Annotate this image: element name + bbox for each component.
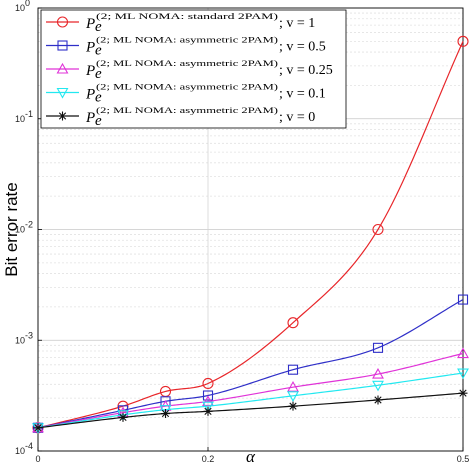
data-point — [118, 412, 128, 422]
series-4 — [33, 388, 468, 433]
data-point — [458, 388, 468, 398]
data-point — [287, 364, 299, 375]
data-point — [203, 406, 213, 416]
series-2 — [32, 347, 469, 433]
data-point — [288, 401, 298, 411]
legend-symbol: P — [85, 40, 95, 56]
legend-subscript: e — [95, 66, 102, 82]
data-point — [457, 294, 469, 305]
y-tick-label: 10 — [15, 225, 25, 235]
legend-symbol: P — [85, 110, 95, 126]
legend-box — [40, 9, 347, 129]
data-point — [372, 367, 384, 379]
legend-subscript: e — [95, 113, 102, 129]
y-tick-exponent: -1 — [25, 109, 33, 119]
x-tick-label: 0.2 — [202, 454, 215, 463]
legend-marker — [56, 62, 69, 74]
legend-parameter: ; v = 0.1 — [279, 87, 326, 102]
legend-parameter: ; v = 1 — [279, 16, 315, 31]
y-tick-exponent: -4 — [25, 441, 33, 451]
legend-marker — [58, 111, 67, 121]
y-tick-label: 10 — [15, 446, 25, 456]
data-point — [161, 409, 170, 419]
data-point — [372, 342, 384, 353]
y-tick-exponent: -3 — [25, 330, 33, 340]
data-point — [287, 391, 299, 402]
legend-marker — [56, 87, 69, 99]
legend-superscript: (2; ML NOMA: asymmetric 2PAM) — [96, 82, 278, 92]
data-point — [372, 380, 384, 392]
y-tick-label: 10 — [15, 3, 25, 13]
data-point — [202, 401, 214, 413]
data-point — [33, 423, 43, 433]
data-point — [202, 377, 214, 390]
series-line — [37, 352, 464, 429]
data-point — [372, 223, 384, 236]
legend-symbol: P — [85, 63, 95, 79]
series-1 — [32, 294, 469, 433]
legend-superscript: (2; ML NOMA: asymmetric 2PAM) — [96, 58, 278, 68]
legend-superscript: (2; ML NOMA: standard 2PAM) — [96, 11, 278, 21]
legend-subscript: e — [95, 43, 102, 59]
legend-subscript: e — [95, 19, 102, 35]
y-axis-label: Bit error rate — [2, 182, 21, 276]
y-tick-label: 10 — [15, 335, 25, 345]
legend-superscript: (2; ML NOMA: asymmetric 2PAM) — [96, 105, 278, 115]
legend-parameter: ; v = 0 — [279, 110, 315, 125]
x-tick-label: 0.5 — [457, 454, 470, 463]
y-tick-label: 10 — [15, 114, 25, 124]
data-point — [202, 395, 214, 407]
data-point — [159, 405, 172, 416]
y-tick-exponent: 0 — [25, 0, 30, 8]
legend-symbol: P — [85, 16, 95, 32]
data-point — [457, 347, 469, 359]
data-point — [373, 395, 383, 405]
data-point — [287, 317, 299, 329]
data-point — [457, 368, 469, 380]
x-tick-label: 0 — [35, 454, 40, 463]
legend-marker — [56, 16, 69, 28]
legend-parameter: ; v = 0.25 — [279, 63, 333, 78]
series-3 — [32, 368, 469, 434]
data-point — [287, 381, 299, 392]
legend-superscript: (2; ML NOMA: asymmetric 2PAM) — [96, 35, 278, 45]
y-tick-exponent: -2 — [25, 220, 33, 230]
x-axis-label: α — [246, 447, 256, 463]
data-point — [457, 35, 469, 47]
legend-parameter: ; v = 0.5 — [279, 40, 326, 55]
data-point — [202, 390, 214, 401]
legend-marker — [57, 40, 68, 51]
legend-subscript: e — [95, 90, 102, 106]
series-group — [32, 35, 469, 434]
legend-symbol: P — [85, 87, 95, 103]
